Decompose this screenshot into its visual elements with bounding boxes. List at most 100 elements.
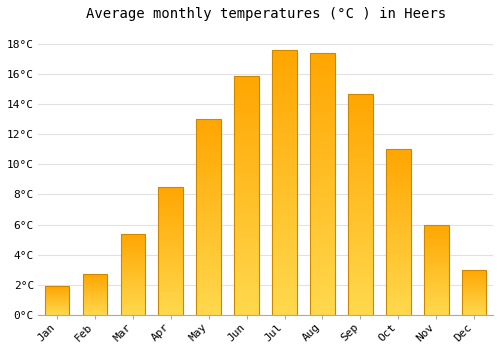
Bar <box>82 292 108 293</box>
Bar <box>234 282 259 285</box>
Bar <box>386 222 410 224</box>
Bar <box>158 307 183 308</box>
Bar <box>348 196 372 199</box>
Bar <box>310 56 335 60</box>
Bar <box>386 267 410 269</box>
Bar <box>386 218 410 219</box>
Bar <box>120 293 145 294</box>
Bar <box>348 281 372 284</box>
Bar <box>310 60 335 63</box>
Bar <box>348 218 372 221</box>
Bar <box>158 192 183 193</box>
Bar <box>310 86 335 89</box>
Bar <box>120 268 145 269</box>
Bar <box>82 314 108 315</box>
Bar <box>424 237 448 238</box>
Bar <box>272 199 297 202</box>
Bar <box>196 129 221 132</box>
Bar <box>310 66 335 69</box>
Bar <box>424 247 448 248</box>
Bar <box>120 313 145 314</box>
Bar <box>348 237 372 240</box>
Bar <box>348 276 372 279</box>
Bar <box>234 309 259 312</box>
Bar <box>386 180 410 182</box>
Bar <box>272 100 297 103</box>
Bar <box>234 246 259 249</box>
Bar <box>196 166 221 168</box>
Bar <box>234 159 259 162</box>
Bar <box>82 296 108 297</box>
Bar <box>82 277 108 278</box>
Bar <box>348 121 372 124</box>
Bar <box>386 238 410 240</box>
Bar <box>424 227 448 228</box>
Bar <box>82 284 108 285</box>
Bar <box>44 295 70 296</box>
Bar <box>348 135 372 138</box>
Bar <box>424 280 448 281</box>
Bar <box>310 138 335 141</box>
Bar <box>386 166 410 168</box>
Bar <box>234 118 259 120</box>
Bar <box>462 288 486 289</box>
Bar <box>386 184 410 187</box>
Bar <box>196 193 221 195</box>
Bar <box>234 297 259 300</box>
Bar <box>196 229 221 232</box>
Bar <box>196 153 221 156</box>
Bar <box>234 276 259 279</box>
Bar <box>196 298 221 300</box>
Bar <box>348 94 372 315</box>
Bar <box>310 171 335 174</box>
Bar <box>424 270 448 271</box>
Bar <box>82 286 108 287</box>
Bar <box>386 290 410 292</box>
Bar <box>234 237 259 240</box>
Bar <box>272 123 297 126</box>
Bar <box>196 124 221 127</box>
Bar <box>196 146 221 149</box>
Bar <box>462 306 486 307</box>
Bar <box>272 219 297 222</box>
Bar <box>158 272 183 273</box>
Bar <box>424 266 448 267</box>
Bar <box>386 300 410 302</box>
Bar <box>234 216 259 219</box>
Bar <box>158 190 183 192</box>
Bar <box>158 216 183 217</box>
Bar <box>272 159 297 162</box>
Bar <box>462 300 486 301</box>
Bar <box>82 275 108 276</box>
Bar <box>44 309 70 310</box>
Bar <box>120 255 145 256</box>
Bar <box>272 103 297 106</box>
Bar <box>234 177 259 180</box>
Bar <box>82 281 108 282</box>
Bar <box>158 212 183 214</box>
Bar <box>310 210 335 214</box>
Bar <box>386 182 410 184</box>
Bar <box>82 293 108 294</box>
Bar <box>424 271 448 272</box>
Bar <box>348 234 372 237</box>
Bar <box>348 182 372 185</box>
Bar <box>196 161 221 163</box>
Bar <box>386 271 410 273</box>
Bar <box>462 287 486 288</box>
Bar <box>310 256 335 259</box>
Bar <box>310 187 335 190</box>
Bar <box>196 283 221 285</box>
Bar <box>386 158 410 160</box>
Bar <box>386 160 410 162</box>
Bar <box>272 50 297 54</box>
Bar <box>386 282 410 284</box>
Bar <box>424 272 448 273</box>
Bar <box>348 149 372 152</box>
Bar <box>158 248 183 249</box>
Bar <box>158 229 183 230</box>
Bar <box>158 232 183 233</box>
Bar <box>424 310 448 312</box>
Bar <box>386 219 410 222</box>
Bar <box>424 275 448 276</box>
